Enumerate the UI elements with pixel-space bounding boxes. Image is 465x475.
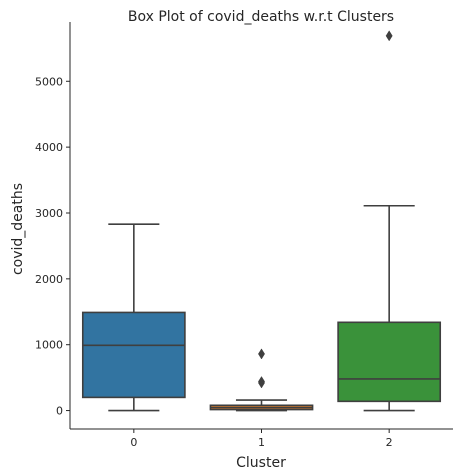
y-axis-label: covid_deaths xyxy=(10,183,26,275)
box-cluster-2 xyxy=(337,321,442,403)
y-tick-label: 3000 xyxy=(35,207,63,220)
y-tick-label: 0 xyxy=(56,405,63,418)
outlier-point xyxy=(258,348,265,360)
y-tick-label: 4000 xyxy=(35,141,63,154)
x-axis-label: Cluster xyxy=(236,455,286,471)
box-cluster-0 xyxy=(81,311,186,399)
x-tick-label: 0 xyxy=(130,436,137,449)
y-tick-label: 2000 xyxy=(35,273,63,286)
outlier-point xyxy=(258,376,265,388)
y-tick-label: 5000 xyxy=(35,75,63,88)
plot-area: 0 1000 2000 3000 4000 5000 0 1 2 xyxy=(35,22,453,449)
chart-title: Box Plot of covid_deaths w.r.t Clusters xyxy=(128,9,394,25)
x-tick-label: 1 xyxy=(258,436,265,449)
y-tick-label: 1000 xyxy=(35,339,63,352)
x-tick-label: 2 xyxy=(386,436,393,449)
outlier-point xyxy=(385,30,393,42)
